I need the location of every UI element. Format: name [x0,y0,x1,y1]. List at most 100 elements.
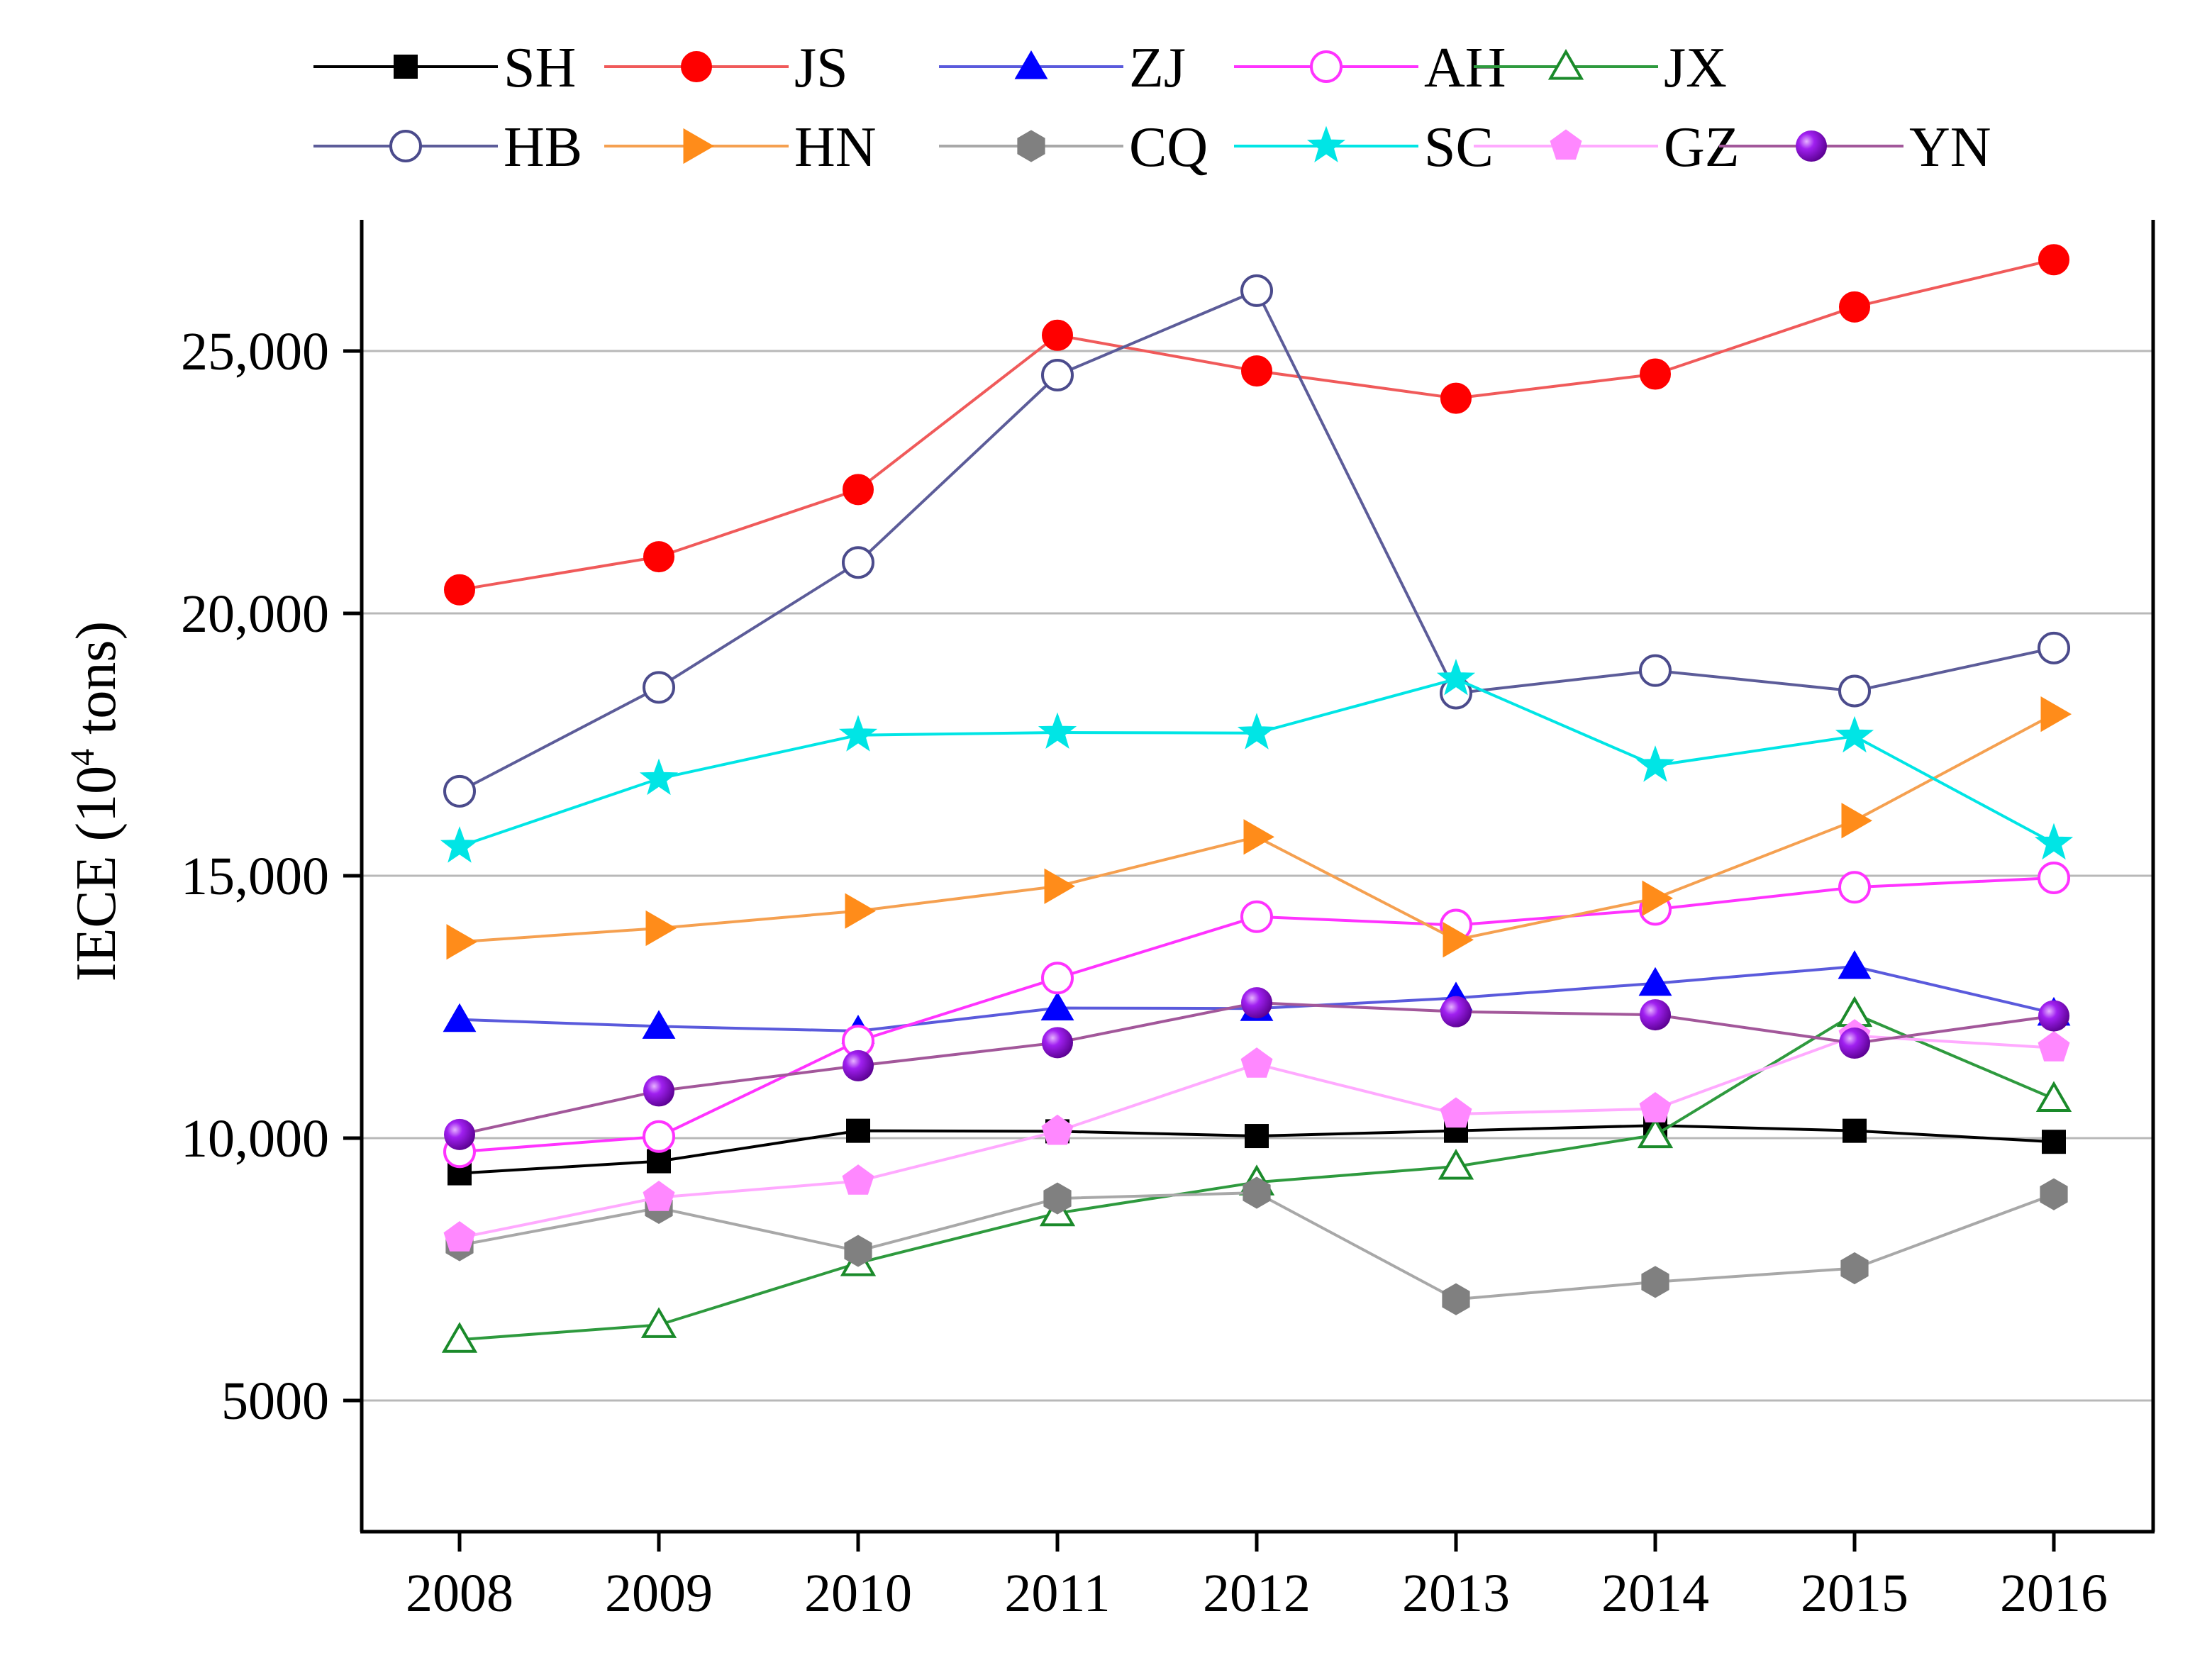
data-point-ah-2015 [1838,871,1871,904]
y-axis-title: IECE (104 tons) [64,621,128,981]
data-point-yn-2008 [444,1118,475,1150]
data-point-yn-2010 [843,1049,874,1081]
series-sc [440,659,2074,863]
legend-marker-js [681,51,712,82]
series-cq [445,1176,2068,1315]
data-point-gz-2011 [1041,1114,1074,1145]
data-point-js-2016 [2038,244,2069,276]
y-axis-title-main: IECE (10 [65,766,128,981]
legend-marker-cq [1017,130,1045,162]
data-point-js-2010 [843,474,874,506]
data-point-hb-2010 [842,546,874,579]
x-tick-label-2014: 2014 [1601,1564,1709,1623]
y-tick-label-25,000: 25,000 [181,322,329,382]
y-axis-title-unit: tons) [65,621,128,749]
legend-label-hb: HB [504,116,582,179]
legend-marker-yn [1796,130,1827,162]
data-point-cq-2012 [1243,1176,1271,1209]
data-point-hn-2015 [1841,803,1872,839]
data-point-js-2013 [1440,382,1472,414]
data-point-hb-2008 [443,774,476,808]
legend-item-ah: AH [1234,37,1506,99]
series-line-js [459,258,2055,591]
legend: SH JS ZJ AH JX HB HN CQ SC GZ YN [313,37,1991,179]
data-point-sh-2012 [1245,1124,1269,1149]
x-tick-label-2011: 2011 [1004,1564,1110,1623]
gridlines [362,350,2153,1402]
data-point-jx-2008 [441,1322,478,1353]
legend-marker-gz [1550,129,1582,160]
legend-item-hn: HN [604,116,877,179]
x-tick-label-2008: 2008 [406,1564,513,1623]
svg-text:IECE (104 tons): IECE (104 tons) [64,621,128,981]
data-point-gz-2008 [443,1220,476,1252]
data-point-cq-2014 [1641,1266,1669,1298]
data-point-jx-2013 [1438,1149,1474,1180]
data-point-sc-2008 [440,826,479,863]
data-point-sc-2012 [1237,713,1277,750]
legend-marker-ah [1310,50,1343,83]
data-point-hb-2016 [2038,631,2070,664]
x-tick-label-2012: 2012 [1203,1564,1311,1623]
x-tick-label-2015: 2015 [1801,1564,1908,1623]
legend-marker-hn [683,128,714,165]
data-point-sc-2016 [2034,823,2074,860]
data-point-cq-2010 [844,1235,872,1267]
data-point-hn-2009 [645,910,677,947]
data-point-jx-2009 [640,1307,677,1338]
series-hn [446,696,2072,960]
y-tick-label-5000: 5000 [221,1371,329,1431]
legend-item-yn: YN [1719,116,1991,179]
legend-marker-jx [1547,49,1584,80]
data-point-hn-2011 [1044,868,1075,904]
y-tick-label-15,000: 15,000 [181,847,329,906]
legend-item-jx: JX [1474,37,1727,99]
data-point-cq-2013 [1442,1283,1470,1315]
data-point-js-2012 [1241,355,1272,387]
data-point-yn-2013 [1440,996,1472,1028]
data-point-gz-2014 [1639,1091,1672,1123]
legend-marker-sc [1306,126,1346,162]
legend-label-hn: HN [794,116,877,179]
data-point-yn-2012 [1241,987,1272,1019]
y-tick-label-10,000: 10,000 [181,1109,329,1169]
data-point-hn-2016 [2040,696,2072,733]
axis-ticks: 2008 2009 2010 2011 2012 2013 2014 2015 2016 5000… [181,322,2108,1623]
data-point-js-2009 [643,541,674,573]
legend-item-sh: SH [313,37,576,99]
x-tick-label-2016: 2016 [2000,1564,2108,1623]
legend-marker-zj [1014,50,1048,79]
legend-label-cq: CQ [1129,116,1208,179]
data-point-ah-2011 [1041,962,1074,995]
data-point-cq-2016 [2040,1178,2068,1210]
legend-item-hb: HB [313,116,582,179]
data-point-gz-2010 [842,1164,874,1195]
legend-label-js: JS [794,37,848,99]
data-point-gz-2009 [643,1180,675,1211]
data-point-hb-2012 [1240,274,1273,307]
x-tick-label-2009: 2009 [605,1564,713,1623]
y-axis-title-superscript: 4 [64,749,101,766]
data-point-yn-2011 [1042,1027,1073,1059]
data-point-cq-2011 [1043,1182,1072,1215]
data-point-jx-2014 [1637,1117,1674,1149]
legend-item-zj: ZJ [939,37,1186,99]
data-point-sc-2011 [1038,712,1077,749]
data-point-hb-2015 [1838,674,1871,708]
data-point-zj-2009 [642,1010,676,1039]
data-point-sc-2010 [838,715,878,752]
data-point-sh-2009 [647,1149,671,1174]
data-point-js-2015 [1839,291,1870,323]
data-point-gz-2012 [1240,1047,1273,1078]
data-point-ah-2009 [643,1120,675,1153]
data-point-hn-2013 [1443,922,1474,958]
data-point-js-2008 [444,574,475,606]
data-point-js-2014 [1640,358,1671,390]
legend-item-gz: GZ [1474,116,1740,179]
legend-marker-sh [394,55,418,79]
data-point-jx-2016 [2035,1081,2072,1112]
series-js [444,244,2069,606]
x-tick-label-2013: 2013 [1402,1564,1510,1623]
data-point-sc-2009 [639,758,679,796]
data-point-hn-2014 [1642,880,1673,916]
